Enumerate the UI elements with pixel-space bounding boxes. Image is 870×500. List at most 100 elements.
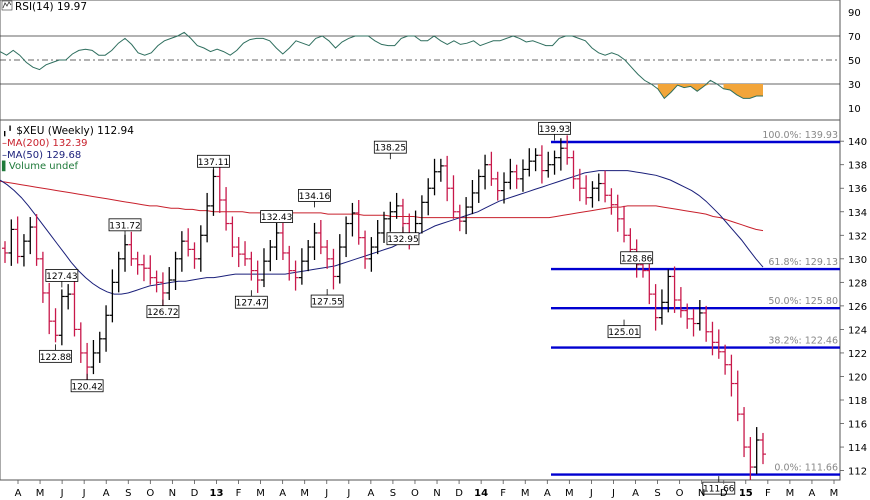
x-tick-label: F (236, 488, 242, 499)
ohlc-bar (216, 166, 223, 213)
ma200-line (0, 180, 764, 232)
ohlc-bar (147, 255, 154, 285)
ohlc-bar (614, 194, 621, 232)
x-tick-label: J (589, 488, 593, 499)
ohlc-bar (747, 437, 754, 480)
ohlc-bar (665, 269, 672, 313)
price-annotation: 138.25 (373, 140, 407, 160)
annotation-box (373, 140, 407, 154)
price-tick-label: 118 (848, 396, 867, 407)
annotation-label: 138.25 (375, 144, 407, 154)
annotation-label: 127.47 (236, 299, 268, 309)
x-tick-label: M (256, 488, 265, 499)
price-annotation: 111.66 (702, 476, 736, 495)
price-legend: ╻╹ $XEU (Weekly) 112.94 –MA(200) 132.39 … (1, 125, 134, 172)
volume-bars-icon: ▌ (1, 160, 9, 172)
price-title: $XEU (Weekly) (16, 125, 94, 137)
x-tick-label: M (786, 488, 795, 499)
x-tick-label: M (565, 488, 574, 499)
rsi-tick-label: 90 (848, 8, 861, 19)
ohlc-bar (425, 178, 432, 216)
rsi-tick-label: 30 (848, 80, 861, 91)
ohlc-bar (463, 197, 470, 235)
ohlc-bar (507, 158, 514, 190)
ohlc-bar (122, 234, 129, 272)
price-annotation: 139.93 (538, 121, 571, 141)
ohlc-bar (538, 145, 545, 184)
ohlc-bar (703, 305, 710, 342)
price-annotation: 127.47 (234, 290, 268, 309)
ohlc-bar (292, 260, 299, 291)
x-tick-label: S (390, 488, 396, 499)
price-tick-label: 114 (848, 443, 867, 454)
ohlc-bar (260, 248, 267, 288)
price-annotation: 134.16 (298, 189, 331, 208)
x-tick-label: N (169, 488, 176, 499)
annotation-box (39, 349, 72, 363)
price-tick-label: 132 (848, 231, 867, 242)
ohlc-bar (134, 251, 141, 275)
ohlc-bar (178, 231, 185, 272)
ohlc-bar (368, 237, 375, 272)
ohlc-bar (482, 154, 489, 190)
price-annotation: 127.43 (45, 269, 79, 288)
annotation-label: 120.42 (71, 382, 103, 392)
x-tick-label: A (544, 488, 551, 499)
price-panel: 100.0%: 139.93 61.8%: 129.13 50.0%: 125.80… (0, 119, 867, 495)
ma50-value: 129.68 (46, 150, 81, 161)
ohlc-bar (330, 248, 337, 290)
ohlc-bar (27, 217, 34, 255)
price-tick-label: 134 (848, 208, 867, 219)
ohlc-bar (90, 340, 97, 375)
annotation-label: 132.43 (261, 213, 293, 223)
ohlc-bar (115, 251, 122, 293)
x-tick-label: A (809, 488, 816, 499)
x-tick-label: J (82, 488, 86, 499)
ohlc-bar (166, 267, 173, 300)
ohlc-bar (8, 219, 15, 266)
price-last: 112.94 (97, 125, 134, 137)
annotation-box (197, 154, 230, 168)
price-annotation: 132.43 (260, 210, 294, 229)
annotation-label: 134.16 (299, 192, 331, 202)
ohlc-bars (2, 135, 766, 480)
ohlc-bar (128, 231, 135, 266)
x-tick-label: A (103, 488, 110, 499)
fibonacci-levels: 100.0%: 139.93 61.8%: 129.13 50.0%: 125.80… (551, 130, 840, 476)
ma50-line (0, 170, 764, 295)
ohlc-bar (223, 187, 230, 231)
x-tick-label: M (830, 488, 839, 499)
ohlc-bar (197, 225, 204, 272)
annotation-box (70, 379, 104, 393)
price-annotation: 137.11 (197, 154, 230, 174)
ohlc-bar (671, 266, 678, 313)
x-tick-label: F (500, 488, 506, 499)
svg-text:╻╹ $XEU (Weekly) 112.94: ╻╹ $XEU (Weekly) 112.94 (2, 125, 134, 137)
x-tick-label: M (521, 488, 530, 499)
ohlc-bar (715, 329, 722, 359)
ma50-legend-dash: – (2, 150, 7, 161)
ohlc-bar (248, 251, 255, 281)
ohlc-bar (576, 168, 583, 202)
price-tick-label: 126 (848, 302, 867, 313)
ohlc-bar (336, 234, 343, 284)
fib-level-label: 0.0%: 111.66 (774, 463, 838, 474)
x-tick-label: 13 (210, 488, 224, 499)
rsi-label: RSI(14) (15, 1, 54, 13)
annotation-box (310, 294, 344, 308)
ohlc-bar (172, 251, 179, 290)
x-tick-label: M (300, 488, 309, 499)
ohlc-bar (267, 240, 274, 272)
ohlc-bar (589, 181, 596, 208)
ohlc-bar (71, 281, 78, 337)
price-tick-label: 130 (848, 255, 867, 266)
ohlc-bar (690, 308, 697, 337)
ohlc-bar (519, 159, 526, 192)
ohlc-bar (103, 305, 110, 352)
price-annotation: 128.86 (620, 251, 654, 270)
ohlc-bar (658, 289, 665, 325)
ohlc-bar (2, 241, 8, 263)
ohlc-bar (210, 169, 217, 216)
ohlc-bar (96, 331, 103, 363)
